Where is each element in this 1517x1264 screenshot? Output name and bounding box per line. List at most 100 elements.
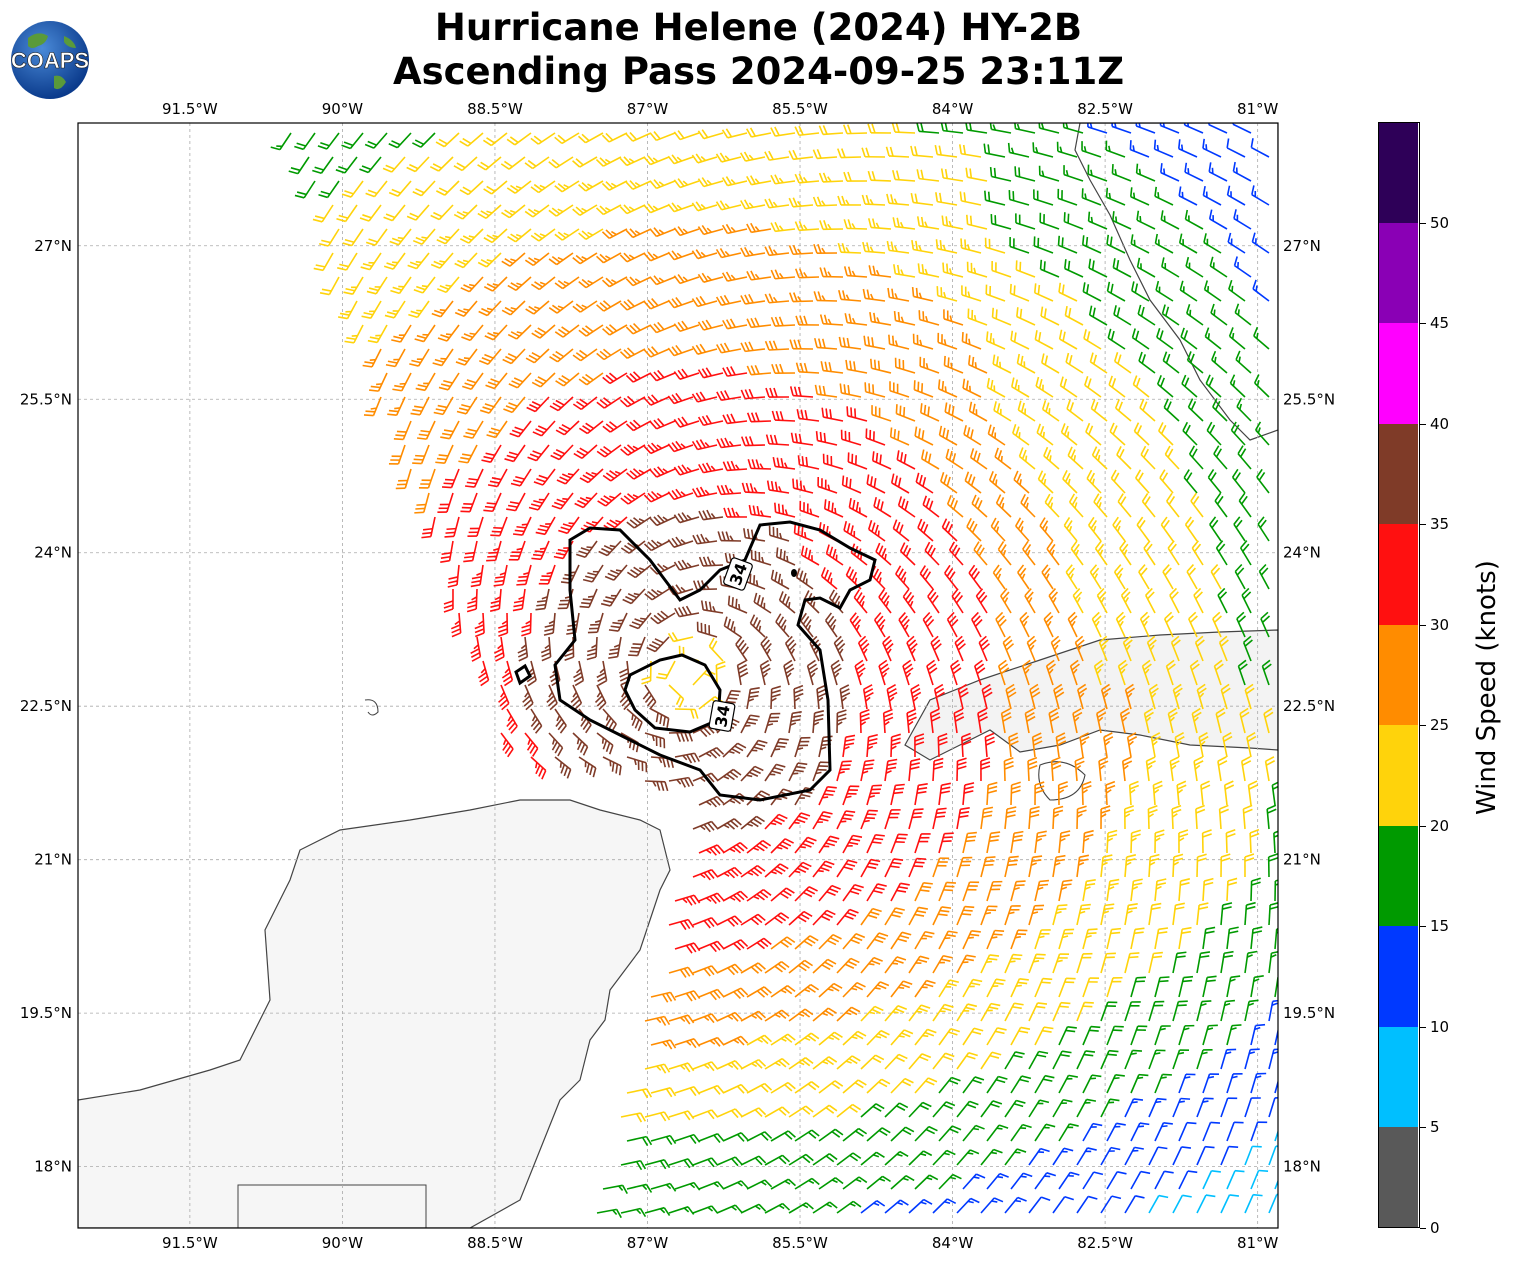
wind-barb bbox=[1133, 422, 1150, 446]
wind-barb bbox=[963, 425, 982, 446]
colorbar-tick-label: 20 bbox=[1430, 816, 1450, 835]
wind-barb bbox=[643, 539, 670, 552]
wind-barb bbox=[578, 420, 604, 435]
wind-barb bbox=[814, 384, 838, 398]
wind-barb bbox=[866, 474, 886, 494]
colorbar-tick-label: 0 bbox=[1430, 1219, 1440, 1237]
wind-barb bbox=[746, 412, 772, 423]
wind-barb bbox=[572, 204, 598, 216]
wind-barb bbox=[1007, 142, 1030, 158]
wind-barb bbox=[369, 372, 388, 392]
wind-barb bbox=[863, 335, 886, 350]
wind-barb bbox=[1233, 256, 1252, 278]
wind-barb bbox=[962, 378, 982, 398]
wind-barb bbox=[455, 348, 478, 366]
wind-barb bbox=[889, 381, 910, 398]
wind-barb bbox=[1129, 140, 1150, 158]
wind-barb bbox=[867, 123, 892, 134]
wind-barb bbox=[1063, 165, 1084, 182]
wind-barb bbox=[861, 194, 886, 206]
wind-barb bbox=[506, 180, 532, 194]
islet bbox=[364, 699, 379, 716]
wind-barb bbox=[967, 308, 988, 326]
wind-barb bbox=[388, 180, 412, 197]
wind-barb bbox=[745, 127, 772, 138]
wind-barb bbox=[1008, 190, 1030, 206]
wind-barb bbox=[764, 340, 790, 351]
wind-barb bbox=[1186, 351, 1204, 374]
wind-barb bbox=[1180, 327, 1198, 350]
wind-barb bbox=[602, 468, 628, 482]
wind-barb bbox=[508, 372, 532, 389]
wind-barb bbox=[667, 440, 694, 453]
wind-barb bbox=[484, 324, 508, 341]
wind-barb bbox=[601, 180, 628, 191]
wind-barb bbox=[942, 262, 964, 278]
wind-barb bbox=[797, 455, 820, 470]
wind-barb bbox=[842, 124, 868, 135]
wind-barb bbox=[1110, 469, 1126, 494]
wind-barb bbox=[691, 439, 718, 451]
wind-barb bbox=[892, 519, 910, 542]
wind-barb bbox=[746, 222, 772, 234]
wind-barb bbox=[506, 492, 526, 512]
wind-barb bbox=[715, 200, 742, 211]
wind-barb bbox=[359, 156, 382, 174]
wind-barb bbox=[987, 424, 1006, 446]
wind-barb bbox=[1032, 142, 1054, 158]
wind-barb bbox=[550, 444, 574, 461]
wind-barb bbox=[364, 132, 388, 149]
wind-barb bbox=[1203, 280, 1222, 302]
wind-barb bbox=[467, 516, 484, 537]
wind-barb bbox=[481, 444, 502, 463]
wind-barb bbox=[548, 204, 574, 217]
wind-barb bbox=[747, 459, 772, 470]
wind-barb bbox=[1058, 282, 1078, 302]
wind-barb bbox=[1156, 375, 1174, 398]
wind-barb bbox=[382, 156, 406, 173]
wind-barb bbox=[1141, 493, 1156, 518]
wind-barb bbox=[501, 300, 526, 316]
wind-barb bbox=[1161, 257, 1180, 278]
wind-barb bbox=[478, 300, 502, 317]
wind-barb bbox=[914, 426, 934, 446]
wind-barb bbox=[1139, 398, 1156, 422]
wind-barb bbox=[1252, 279, 1270, 302]
wind-barb bbox=[796, 409, 820, 422]
wind-barb bbox=[578, 372, 604, 386]
wind-barb bbox=[1256, 468, 1270, 494]
wind-barb bbox=[1231, 468, 1246, 494]
wind-barb bbox=[840, 429, 862, 446]
wind-barb bbox=[716, 437, 742, 449]
wind-barb bbox=[1108, 375, 1126, 398]
wind-barb bbox=[968, 401, 988, 422]
wind-barb bbox=[1015, 517, 1030, 542]
wind-barb bbox=[1235, 350, 1252, 374]
wind-barb bbox=[722, 460, 748, 472]
wind-barb bbox=[822, 453, 844, 470]
wind-barb bbox=[1009, 237, 1030, 254]
wind-barb bbox=[986, 377, 1006, 398]
lon-tick-label-bottom: 90°W bbox=[322, 1234, 364, 1252]
wind-barb bbox=[359, 204, 382, 222]
wind-barb bbox=[985, 284, 1006, 302]
wind-barb bbox=[839, 383, 862, 398]
wind-barb bbox=[1255, 421, 1270, 446]
wind-barb bbox=[625, 180, 652, 190]
wind-barb bbox=[578, 228, 604, 240]
wind-barb bbox=[1010, 330, 1030, 350]
wind-barb bbox=[1233, 209, 1252, 230]
wind-barb bbox=[414, 492, 430, 514]
wind-barb bbox=[1060, 423, 1078, 446]
wind-barb bbox=[821, 407, 844, 422]
wind-barb bbox=[1159, 469, 1174, 494]
wind-barb bbox=[1185, 304, 1204, 326]
wind-barb bbox=[1160, 163, 1180, 182]
wind-barb bbox=[1131, 328, 1150, 350]
colorbar-tick bbox=[1420, 524, 1426, 526]
wind-barb bbox=[317, 132, 340, 150]
wind-barb bbox=[619, 395, 646, 408]
wind-barb bbox=[984, 237, 1006, 254]
wind-barb bbox=[936, 286, 958, 302]
wind-barb bbox=[1158, 422, 1174, 446]
